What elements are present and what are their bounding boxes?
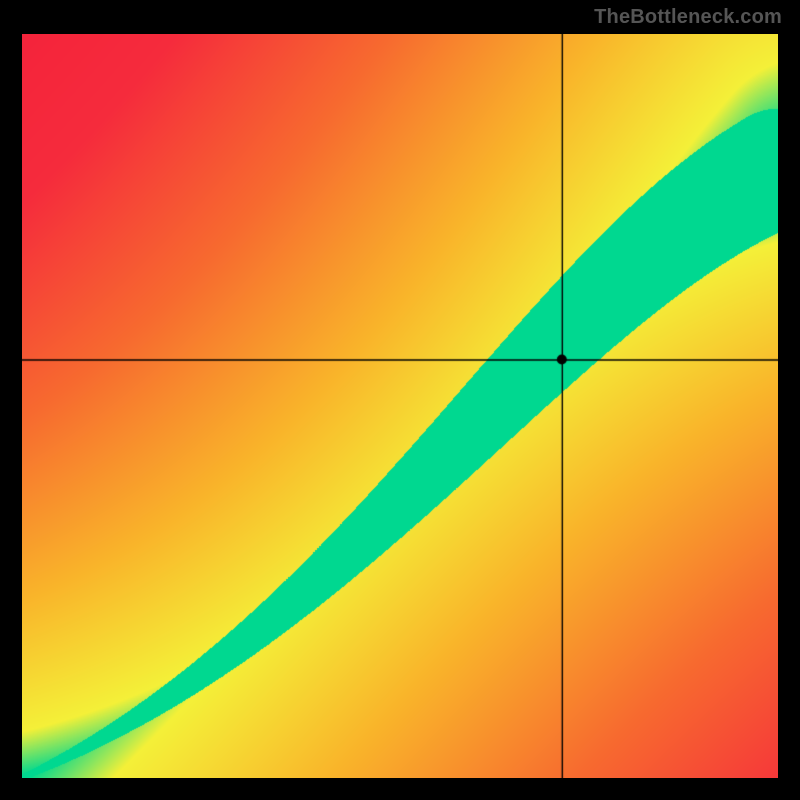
heatmap-canvas bbox=[22, 34, 778, 778]
plot-area bbox=[22, 34, 778, 778]
branding-text: TheBottleneck.com bbox=[594, 6, 782, 29]
chart-container: TheBottleneck.com bbox=[0, 0, 800, 800]
